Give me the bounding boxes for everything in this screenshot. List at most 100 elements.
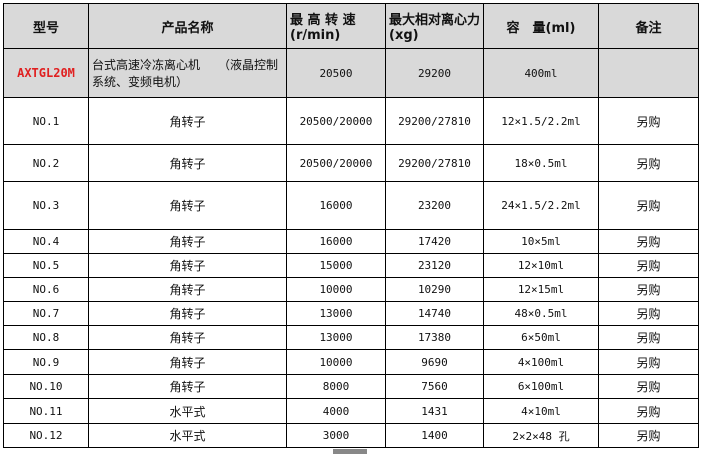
header-speed: 最 高 转 速(r/min) xyxy=(286,3,386,49)
cell-capacity: 24×1.5/2.2ml xyxy=(483,181,599,230)
header-capacity: 容 量(ml) xyxy=(483,3,599,49)
table-row: NO.12 水平式 3000 1400 2×2×48 孔另购 xyxy=(3,423,699,448)
cell-rcf: 10290 xyxy=(385,277,484,302)
header-rcf: 最大相对离心力(xg) xyxy=(385,3,484,49)
cell-speed: 15000 xyxy=(286,253,386,278)
table-row: NO.9 角转子 10000 9690 4×100ml 另购 xyxy=(3,349,699,375)
cell-rcf: 17380 xyxy=(385,325,484,350)
cell-rcf: 29200/27810 xyxy=(385,97,484,145)
cell-capacity: 4×10ml xyxy=(483,398,599,424)
cell-note: 另购 xyxy=(598,277,699,302)
main-speed: 20500 xyxy=(286,48,386,98)
cell-note: 另购 xyxy=(598,144,699,182)
cell-model: NO.2 xyxy=(3,144,89,182)
cell-capacity: 12×1.5/2.2ml xyxy=(483,97,599,145)
cell-speed: 10000 xyxy=(286,277,386,302)
cell-note: 另购 xyxy=(598,253,699,278)
cell-note: 另购 xyxy=(598,349,699,375)
cell-speed: 4000 xyxy=(286,398,386,424)
cell-name: 角转子 xyxy=(88,374,287,399)
cell-name: 角转子 xyxy=(88,144,287,182)
cell-speed: 13000 xyxy=(286,325,386,350)
scroll-marker xyxy=(333,449,367,454)
cell-rcf: 1400 xyxy=(385,423,484,448)
cell-capacity: 6×100ml xyxy=(483,374,599,399)
cell-model: NO.9 xyxy=(3,349,89,375)
cell-speed: 3000 xyxy=(286,423,386,448)
cell-name: 角转子 xyxy=(88,277,287,302)
table-row: NO.3 角转子 16000 23200 24×1.5/2.2ml 另购 xyxy=(3,181,699,230)
cell-speed: 16000 xyxy=(286,181,386,230)
table-row: NO.8 角转子 13000 17380 6×50ml 另购 xyxy=(3,325,699,350)
cell-speed: 20500/20000 xyxy=(286,144,386,182)
cell-model: NO.4 xyxy=(3,229,89,254)
cell-model: NO.1 xyxy=(3,97,89,145)
cell-capacity: 10×5ml xyxy=(483,229,599,254)
cell-rcf: 23200 xyxy=(385,181,484,230)
cell-model: NO.8 xyxy=(3,325,89,350)
cell-capacity: 12×15ml xyxy=(483,277,599,302)
table-row: NO.1 角转子 20500/20000 29200/27810 12×1.5/2.2m… xyxy=(3,97,699,145)
main-note xyxy=(598,48,699,98)
table-row: NO.10 角转子 8000 7560 6×100ml 另购 xyxy=(3,374,699,399)
header-model: 型号 xyxy=(3,3,89,49)
cell-rcf: 1431 xyxy=(385,398,484,424)
cell-rcf: 9690 xyxy=(385,349,484,375)
cell-capacity: 2×2×48 孔 xyxy=(483,423,599,448)
cell-speed: 16000 xyxy=(286,229,386,254)
cell-note: 另购 xyxy=(598,97,699,145)
table-row: NO.2 角转子 20500/20000 29200/27810 18×0.5ml 另购 xyxy=(3,144,699,182)
cell-note: 另购 xyxy=(598,423,699,448)
header-row: 型号 产品名称 最 高 转 速(r/min) 最大相对离心力(xg) 容 量(m… xyxy=(3,3,699,49)
cell-rcf: 14740 xyxy=(385,301,484,326)
cell-name: 角转子 xyxy=(88,97,287,145)
table-row: NO.7 角转子 13000 14740 48×0.5ml 另购 xyxy=(3,301,699,326)
main-capacity: 400ml xyxy=(483,48,599,98)
cell-model: NO.11 xyxy=(3,398,89,424)
cell-speed: 8000 xyxy=(286,374,386,399)
cell-name: 角转子 xyxy=(88,349,287,375)
cell-model: NO.5 xyxy=(3,253,89,278)
cell-name: 角转子 xyxy=(88,181,287,230)
cell-model: NO.12 xyxy=(3,423,89,448)
table-row: NO.4 角转子 16000 17420 10×5ml 另购 xyxy=(3,229,699,254)
header-note: 备注 xyxy=(598,3,699,49)
cell-rcf: 29200/27810 xyxy=(385,144,484,182)
cell-note: 另购 xyxy=(598,325,699,350)
main-product-row: AXTGL20M 台式高速冷冻离心机 （液晶控制系统、变频电机） 20500 2… xyxy=(3,48,699,98)
cell-rcf: 23120 xyxy=(385,253,484,278)
cell-name: 角转子 xyxy=(88,253,287,278)
cell-capacity: 6×50ml xyxy=(483,325,599,350)
cell-capacity: 12×10ml xyxy=(483,253,599,278)
cell-name: 水平式 xyxy=(88,423,287,448)
cell-note: 另购 xyxy=(598,229,699,254)
table-row: NO.5 角转子 15000 23120 12×10ml 另购 xyxy=(3,253,699,278)
cell-note: 另购 xyxy=(598,181,699,230)
main-rcf: 29200 xyxy=(385,48,484,98)
centrifuge-spec-table: 型号 产品名称 最 高 转 速(r/min) 最大相对离心力(xg) 容 量(m… xyxy=(3,3,699,448)
cell-model: NO.10 xyxy=(3,374,89,399)
cell-speed: 13000 xyxy=(286,301,386,326)
cell-model: NO.7 xyxy=(3,301,89,326)
main-model: AXTGL20M xyxy=(3,48,89,98)
table-row: NO.6 角转子 10000 10290 12×15ml 另购 xyxy=(3,277,699,302)
cell-name: 角转子 xyxy=(88,301,287,326)
cell-rcf: 17420 xyxy=(385,229,484,254)
table-row: NO.11 水平式 4000 1431 4×10ml 另购 xyxy=(3,398,699,424)
cell-speed: 20500/20000 xyxy=(286,97,386,145)
cell-name: 角转子 xyxy=(88,229,287,254)
cell-note: 另购 xyxy=(598,398,699,424)
cell-name: 角转子 xyxy=(88,325,287,350)
cell-note: 另购 xyxy=(598,374,699,399)
cell-model: NO.6 xyxy=(3,277,89,302)
cell-rcf: 7560 xyxy=(385,374,484,399)
cell-note: 另购 xyxy=(598,301,699,326)
cell-capacity: 48×0.5ml xyxy=(483,301,599,326)
header-name: 产品名称 xyxy=(88,3,287,49)
cell-speed: 10000 xyxy=(286,349,386,375)
cell-capacity: 4×100ml xyxy=(483,349,599,375)
cell-capacity: 18×0.5ml xyxy=(483,144,599,182)
main-name: 台式高速冷冻离心机 （液晶控制系统、变频电机） xyxy=(88,48,287,98)
cell-name: 水平式 xyxy=(88,398,287,424)
cell-model: NO.3 xyxy=(3,181,89,230)
